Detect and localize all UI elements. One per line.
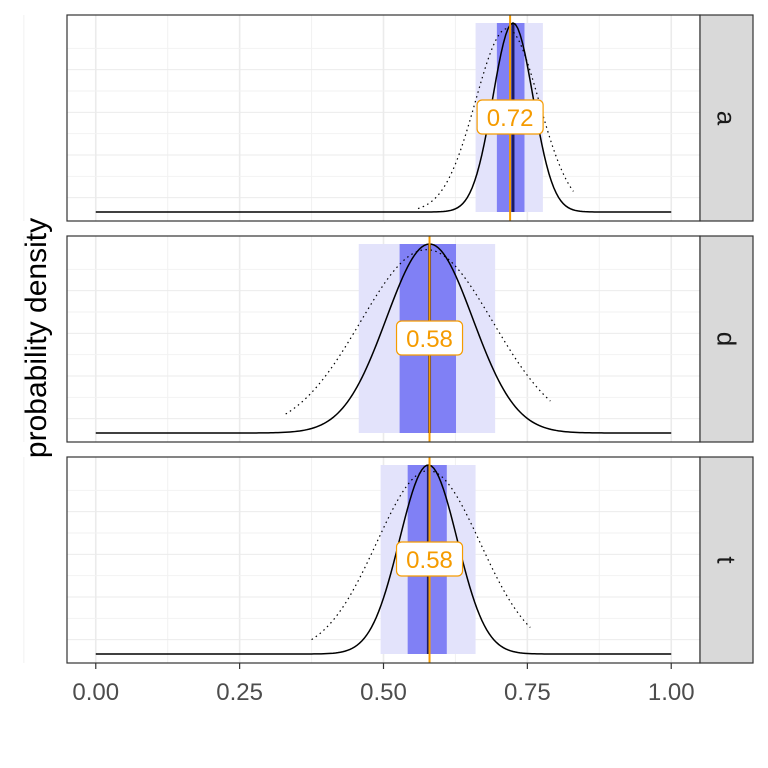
prior-density-line [417, 28, 574, 210]
estimate-label: 0.58 [406, 326, 453, 353]
facet-strip [699, 14, 754, 222]
facet-strip-label: t [712, 556, 742, 564]
panel-a: 0.72 a [23, 14, 754, 222]
x-tick-label: 0.25 [216, 679, 263, 706]
posterior-density-line [95, 22, 672, 213]
curve-mask [96, 22, 671, 212]
estimate-label: 0.58 [406, 547, 453, 574]
x-tick-label: 0.00 [72, 679, 119, 706]
estimate-label: 0.72 [487, 105, 534, 132]
estimate-label-box [476, 99, 544, 135]
panels-group: 0.72 a 0.58 d 0.58 t [23, 14, 754, 664]
panel-t: 0.58 t [23, 456, 754, 664]
estimate-label-box [395, 541, 464, 577]
x-axis: 0.00 0.25 0.50 0.75 1.00 [72, 663, 695, 706]
prior-density-line [311, 470, 531, 641]
x-tick-label: 0.50 [360, 679, 407, 706]
posterior-density-line [95, 243, 672, 434]
facet-strip-label: a [712, 111, 742, 126]
posterior-density-line [95, 464, 672, 655]
panel-d: 0.58 d [23, 235, 754, 443]
facet-strip-label: d [712, 332, 742, 346]
x-tick-label: 1.00 [648, 679, 695, 706]
estimate-label-box [395, 320, 464, 356]
facet-strip [699, 456, 754, 664]
facet-strip [699, 235, 754, 443]
y-axis-label: probability density [20, 218, 53, 458]
x-tick-label: 0.75 [504, 679, 551, 706]
